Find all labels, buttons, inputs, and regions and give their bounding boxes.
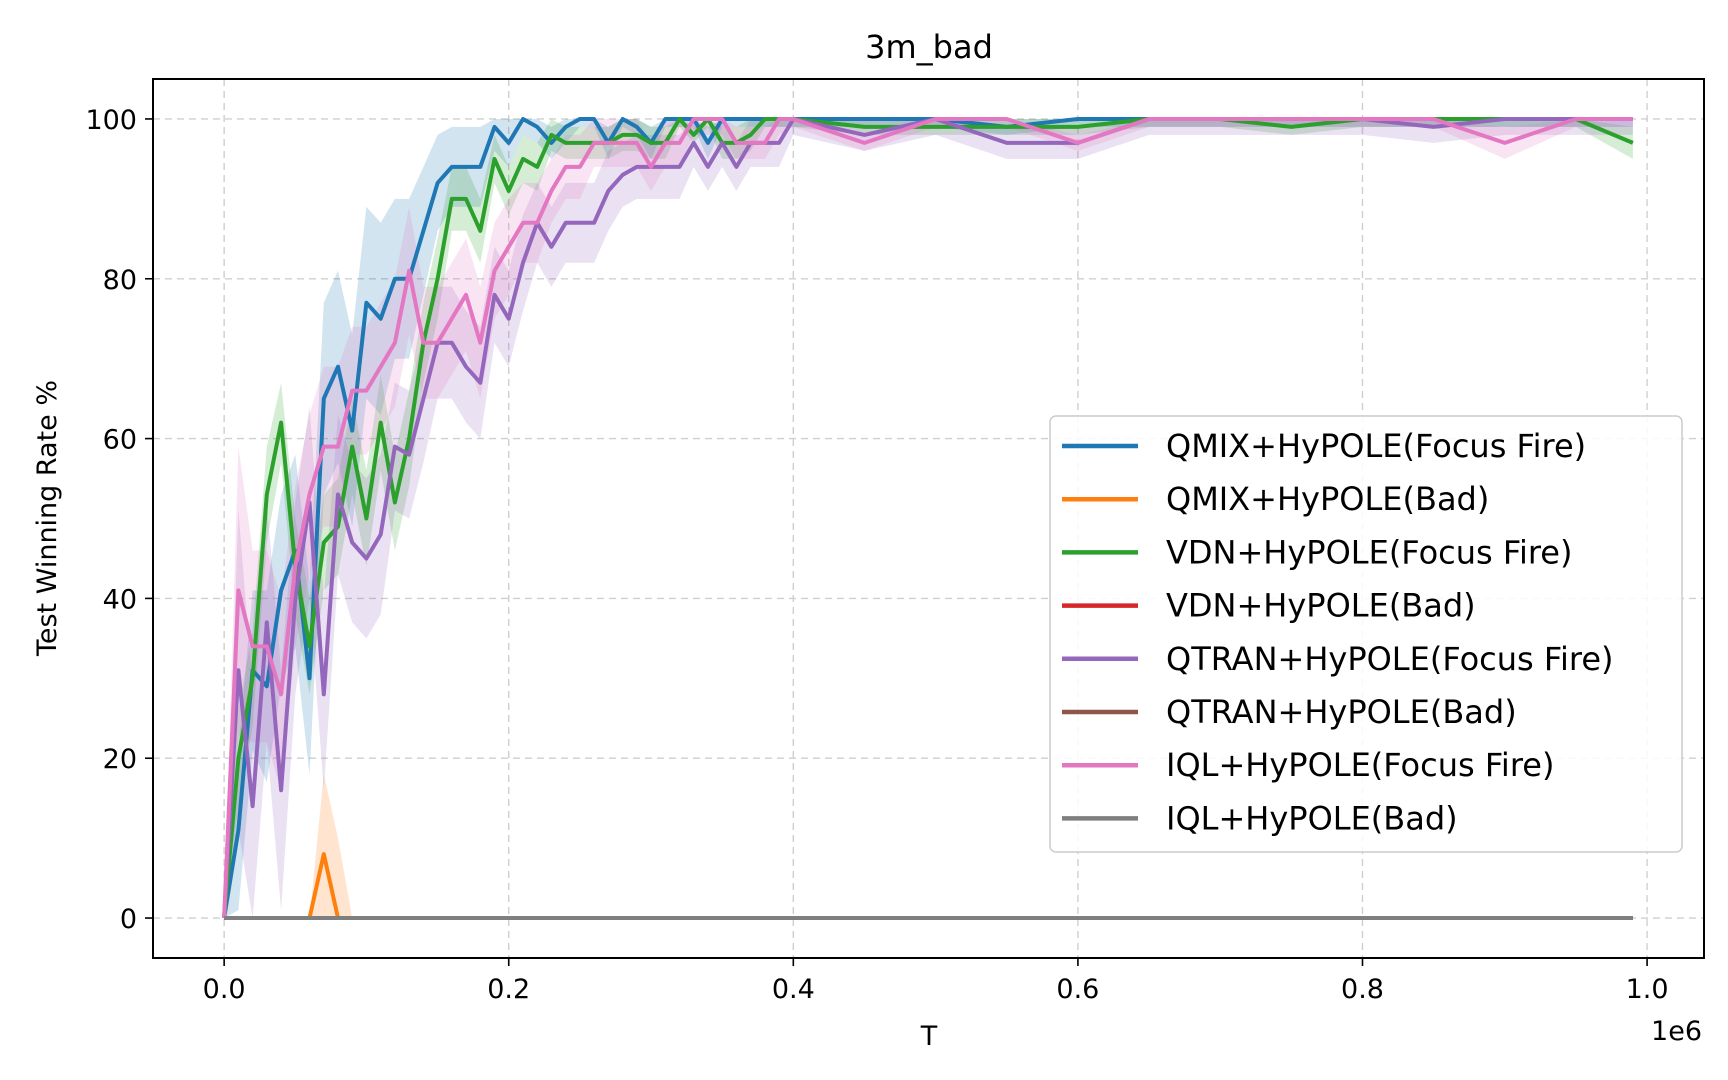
y-axis-label: Test Winning Rate % (32, 380, 63, 657)
line-series-6 (222, 117, 1633, 919)
y-tick-label: 60 (103, 425, 137, 456)
legend-box (1049, 415, 1683, 853)
axis-ticks: 0.0 0.2 0.4 0.6 0.8 1.0 0 20 40 60 80 100 (85, 105, 1668, 1005)
x-tick-label: 0.2 (487, 974, 530, 1005)
x-tick-label: 0.0 (203, 974, 246, 1005)
y-tick-label: 20 (103, 744, 137, 775)
plot-frame (152, 78, 1705, 959)
legend-label: IQL+HyPOLE(Focus Fire) (1166, 746, 1554, 784)
chart-title: 3m_bad (865, 28, 993, 66)
x-tick-label: 0.4 (772, 974, 815, 1005)
line-series-1 (224, 852, 1633, 920)
legend-label: QTRAN+HyPOLE(Focus Fire) (1166, 640, 1613, 678)
y-tick-label: 0 (120, 904, 137, 935)
legend-label: VDN+HyPOLE(Focus Fire) (1166, 533, 1572, 571)
legend-label: QMIX+HyPOLE(Focus Fire) (1166, 427, 1586, 465)
y-tick-label: 100 (85, 105, 137, 136)
x-tick-label: 0.6 (1056, 974, 1099, 1005)
legend: QMIX+HyPOLE(Focus Fire) QMIX+HyPOLE(Bad) V… (1049, 415, 1683, 853)
y-tick-label: 80 (103, 265, 137, 296)
legend-label: VDN+HyPOLE(Bad) (1166, 587, 1476, 625)
legend-label: QMIX+HyPOLE(Bad) (1166, 480, 1489, 518)
series-lines (222, 117, 1634, 920)
legend-label: QTRAN+HyPOLE(Bad) (1166, 693, 1517, 731)
x-offset-label: 1e6 (1651, 1016, 1702, 1047)
x-tick-label: 1.0 (1626, 974, 1669, 1005)
x-tick-label: 0.8 (1341, 974, 1384, 1005)
legend-label: IQL+HyPOLE(Bad) (1166, 799, 1458, 837)
x-axis-label: T (920, 1021, 938, 1052)
line-series-4 (222, 117, 1633, 919)
y-tick-label: 40 (103, 584, 137, 615)
